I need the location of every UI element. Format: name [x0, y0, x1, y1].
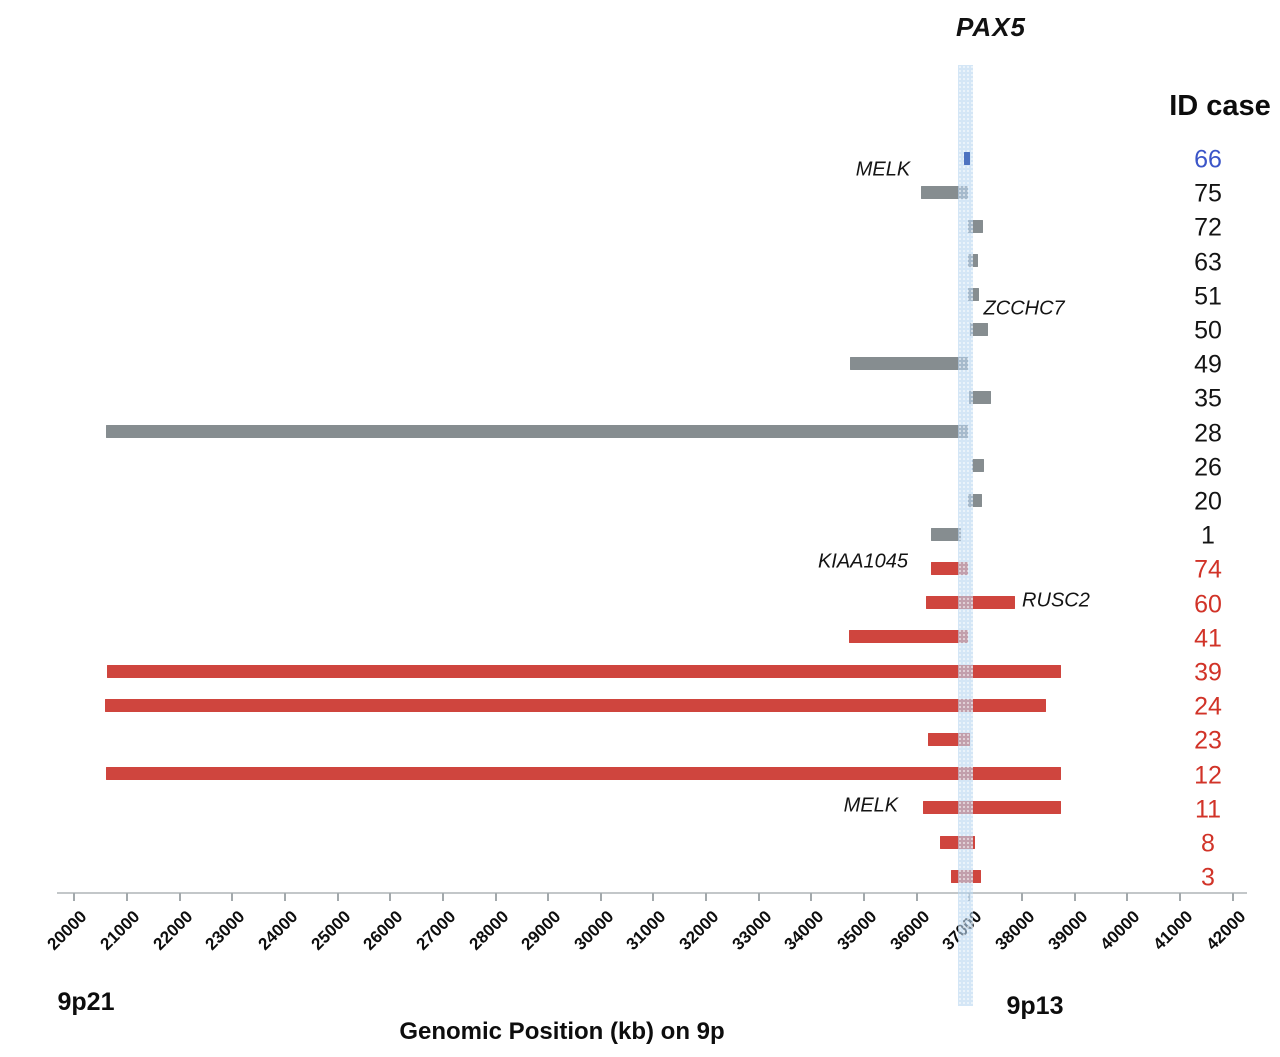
- id-case-label-28: 28: [1194, 419, 1222, 448]
- id-case-label-11: 11: [1195, 795, 1221, 824]
- x-tick-label: 41000: [1149, 907, 1197, 954]
- x-tick-mark: [547, 893, 550, 901]
- x-tick-mark: [915, 893, 918, 901]
- x-tick-mark: [125, 893, 128, 901]
- gene-label-melk: MELK: [843, 794, 899, 817]
- cna-bar-case-11: [923, 801, 1061, 815]
- id-case-label-24: 24: [1194, 692, 1222, 721]
- x-tick-label: 33000: [728, 907, 776, 954]
- region-label-9p21: 9p21: [57, 988, 115, 1016]
- cna-bar-case-49: [850, 356, 969, 370]
- x-axis-line: [57, 892, 1247, 894]
- id-case-label-8: 8: [1201, 829, 1215, 858]
- x-tick-label: 25000: [307, 907, 354, 954]
- x-tick-mark: [757, 893, 760, 901]
- cna-bar-case-66: [963, 151, 970, 165]
- id-case-label-41: 41: [1194, 624, 1222, 653]
- cna-bar-case-26: [972, 459, 984, 473]
- cna-bar-case-41: [849, 630, 969, 644]
- x-tick-mark: [705, 893, 708, 901]
- x-tick-mark: [336, 893, 339, 901]
- gene-label-zcchc7: ZCCHC7: [983, 297, 1065, 320]
- x-tick-label: 42000: [1202, 907, 1250, 954]
- x-tick-mark: [652, 893, 655, 901]
- x-tick-label: 26000: [359, 907, 407, 954]
- id-case-label-26: 26: [1194, 453, 1222, 482]
- gene-label-rusc2: RUSC2: [1022, 589, 1090, 612]
- cna-bar-case-12: [105, 767, 1061, 781]
- x-tick-label: 23000: [201, 907, 249, 954]
- id-case-label-1: 1: [1201, 521, 1215, 550]
- x-tick-mark: [231, 893, 234, 901]
- id-case-label-23: 23: [1194, 726, 1222, 755]
- chart-title-pax5: PAX5: [956, 12, 1026, 42]
- id-case-label-51: 51: [1194, 282, 1222, 311]
- id-case-label-39: 39: [1194, 658, 1222, 687]
- cna-bar-case-75: [921, 185, 969, 199]
- x-tick-label: 27000: [412, 907, 460, 954]
- cna-bar-case-1: [930, 527, 962, 541]
- cna-bar-case-50: [969, 322, 989, 336]
- x-tick-label: 38000: [991, 907, 1039, 954]
- cna-bar-case-35: [968, 390, 991, 404]
- x-tick-mark: [1021, 893, 1023, 901]
- x-tick-mark: [1073, 893, 1076, 901]
- x-tick-label: 40000: [1096, 907, 1144, 954]
- x-tick-mark: [494, 893, 497, 901]
- cna-bar-case-24: [105, 698, 1047, 712]
- region-label-9p13: 9p13: [1006, 992, 1064, 1020]
- x-tick-label: 30000: [570, 907, 618, 954]
- x-tick-mark: [73, 893, 76, 901]
- x-tick-mark: [863, 893, 866, 901]
- x-tick-label: 36000: [886, 907, 934, 954]
- x-tick-label: 35000: [833, 907, 881, 954]
- cna-bar-case-28: [105, 425, 968, 439]
- id-case-label-75: 75: [1194, 179, 1222, 208]
- id-case-label-63: 63: [1194, 248, 1222, 277]
- cna-bar-case-51: [968, 288, 980, 302]
- gene-label-melk: MELK: [855, 158, 911, 181]
- gene-label-kiaa1045: KIAA1045: [817, 550, 909, 573]
- x-tick-mark: [1231, 893, 1234, 901]
- x-tick-mark: [389, 893, 392, 901]
- id-case-label-50: 50: [1194, 316, 1222, 345]
- pax5-highlight-band: [958, 65, 974, 1006]
- id-case-label-12: 12: [1194, 761, 1222, 790]
- x-tick-label: 29000: [517, 907, 565, 954]
- x-axis-title: Genomic Position (kb) on 9p: [399, 1018, 725, 1045]
- x-tick-label: 24000: [254, 907, 302, 954]
- x-tick-mark: [1178, 893, 1181, 901]
- x-tick-label: 32000: [675, 907, 723, 954]
- x-tick-mark: [1126, 893, 1129, 901]
- x-tick-label: 31000: [623, 907, 670, 954]
- id-case-header: ID case: [1169, 90, 1271, 122]
- cna-bar-case-39: [106, 664, 1062, 678]
- id-case-label-35: 35: [1194, 384, 1222, 413]
- x-tick-label: 28000: [465, 907, 512, 954]
- id-case-label-74: 74: [1194, 555, 1222, 584]
- x-tick-label: 39000: [1044, 907, 1092, 954]
- id-case-label-60: 60: [1194, 590, 1222, 619]
- x-tick-mark: [441, 893, 444, 901]
- id-case-label-20: 20: [1194, 487, 1222, 516]
- id-case-label-66: 66: [1194, 145, 1222, 174]
- x-tick-label: 21000: [96, 907, 144, 954]
- x-tick-mark: [178, 893, 181, 901]
- x-tick-mark: [283, 893, 286, 901]
- id-case-label-49: 49: [1194, 350, 1222, 379]
- x-tick-label: 22000: [149, 907, 197, 954]
- x-tick-label: 20000: [43, 907, 91, 954]
- x-tick-mark: [810, 893, 813, 901]
- x-tick-label: 34000: [780, 907, 828, 954]
- id-case-label-3: 3: [1201, 863, 1215, 892]
- id-case-label-72: 72: [1194, 213, 1222, 242]
- x-tick-mark: [599, 893, 602, 901]
